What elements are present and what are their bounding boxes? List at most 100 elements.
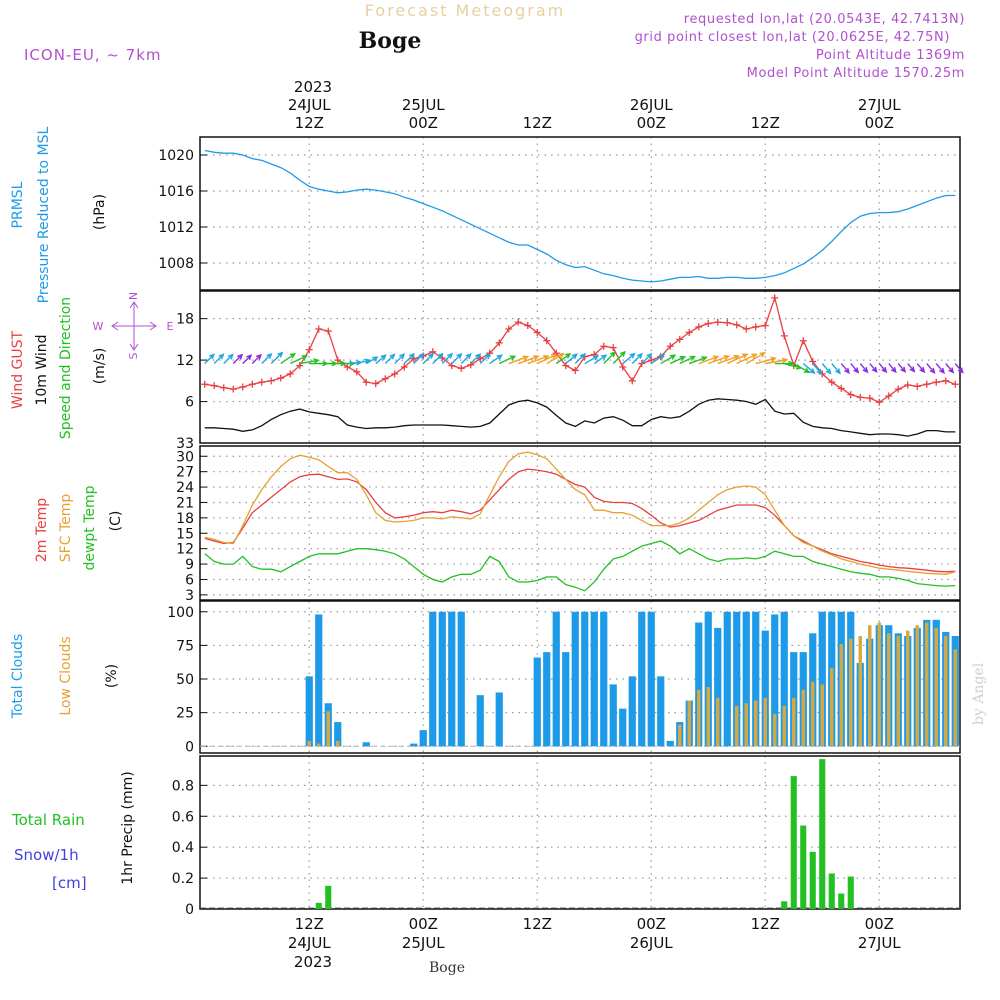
wind-arrow	[270, 351, 284, 365]
low-cloud-bar	[792, 697, 796, 747]
pressure-ytick-label: 1020	[158, 148, 194, 164]
precip-ytick-label: 0.6	[172, 809, 194, 825]
gust-marker	[666, 342, 674, 350]
low-cloud-bar	[317, 743, 321, 747]
total-cloud-bar	[362, 742, 370, 747]
total-cloud-bar	[771, 614, 779, 747]
rain-bar	[315, 902, 322, 909]
wind-arrow	[299, 358, 320, 365]
wind-arrow	[441, 352, 454, 365]
total-cloud-bar	[647, 611, 655, 747]
temp-label-dewpt: dewpt Temp	[82, 485, 98, 570]
gust-marker	[923, 380, 931, 388]
total-cloud-bar	[476, 695, 484, 747]
rain-legend-label: Total Rain	[11, 811, 85, 829]
gust-marker	[495, 339, 503, 347]
gust-marker	[210, 382, 218, 390]
total-cloud-bar	[590, 611, 598, 747]
wind-arrow	[631, 352, 643, 365]
rain-bar	[325, 885, 332, 909]
wind-arrow	[289, 355, 309, 365]
wind-arrow	[698, 355, 720, 365]
wind-arrow	[470, 353, 482, 365]
low-cloud-bar	[706, 687, 710, 747]
wind-arrow	[802, 363, 816, 374]
low-cloud-bar	[754, 700, 758, 747]
total-cloud-bar	[495, 692, 503, 747]
low-cloud-bar	[782, 705, 786, 747]
gust-marker	[847, 391, 855, 399]
gust-marker	[457, 364, 465, 372]
precip-frame	[199, 755, 961, 910]
low-cloud-bar	[877, 622, 881, 747]
wind-arrow	[432, 352, 444, 365]
wind-arrow	[650, 353, 666, 365]
bottom-year-label: 2023	[294, 953, 332, 971]
pressure-label-prmsl: PRMSL	[10, 181, 26, 228]
wind-panel: 6 12 18	[176, 290, 964, 444]
low-cloud-bar	[887, 633, 891, 747]
gust-marker	[932, 378, 940, 386]
bottom-hour-label: 12Z	[295, 915, 324, 933]
wind-ytick-label: 18	[176, 312, 194, 328]
wind-ytick-label: 6	[185, 395, 194, 411]
top-date-label: 24JUL	[288, 96, 331, 114]
requested-point-label: requested lon,lat (20.0543E, 42.7413N)	[684, 12, 965, 27]
temperature-ytick-label: 9	[185, 557, 194, 573]
wind-ytick-label: 12	[176, 353, 194, 369]
gust-marker	[277, 374, 285, 382]
total-cloud-bar	[429, 611, 437, 747]
grid-point-label: grid point closest lon,lat (20.0625E, 42…	[635, 30, 950, 45]
gust-marker	[780, 332, 788, 340]
low-cloud-bar	[716, 697, 720, 747]
wind-arrow	[242, 354, 253, 365]
wind-arrow	[708, 354, 731, 365]
bottom-date-label: 26JUL	[630, 934, 673, 952]
wind-arrow	[660, 354, 677, 365]
wind-arrow	[403, 352, 415, 365]
gust-marker	[286, 370, 294, 378]
wind-arrow	[641, 352, 653, 365]
top-hour-label: 12Z	[295, 114, 324, 132]
gust-marker	[400, 363, 408, 371]
wind-series-0-line	[204, 295, 956, 403]
wind-arrow	[926, 363, 936, 374]
low-cloud-bar	[858, 635, 862, 747]
gust-marker	[771, 294, 779, 302]
wind-arrow	[869, 363, 878, 373]
left-labels: PRMSL Pressure Reduced to MSL (hPa) Wind GU…	[10, 126, 174, 892]
wind-arrow	[726, 353, 749, 365]
bottom-hour-label: 00Z	[865, 915, 894, 933]
gust-marker	[524, 322, 532, 330]
model-label: ICON-EU, ~ 7km	[24, 46, 162, 64]
wind-arrow	[204, 353, 215, 365]
total-cloud-bar	[723, 611, 731, 747]
temp-unit: (C)	[108, 511, 124, 532]
gust-marker	[267, 377, 275, 385]
gust-marker	[714, 318, 722, 326]
pressure-panel: 1008 1012 1016 1020	[158, 136, 961, 291]
compass-west: W	[93, 320, 104, 333]
gust-marker	[723, 319, 731, 327]
pressure-unit: (hPa)	[92, 194, 108, 230]
total-cloud-bar	[448, 611, 456, 747]
clouds-ytick-label: 0	[185, 739, 194, 755]
wind-arrow	[907, 363, 916, 373]
temperature-ytick-label: 30	[176, 449, 194, 465]
bottom-hour-label: 00Z	[637, 915, 666, 933]
gust-marker	[324, 327, 332, 335]
gust-marker	[334, 356, 342, 364]
top-hour-label: 00Z	[409, 114, 438, 132]
total-cloud-bar	[562, 652, 570, 747]
wind-frame	[199, 290, 961, 444]
rain-bar	[800, 825, 807, 909]
top-date-label: 25JUL	[402, 96, 445, 114]
gust-marker	[942, 377, 950, 385]
gust-marker	[343, 363, 351, 371]
compass-north: N	[127, 292, 140, 300]
gust-marker	[372, 380, 380, 388]
wind-arrow	[460, 353, 472, 365]
gust-marker	[248, 380, 256, 388]
wind-arrow	[717, 354, 741, 365]
